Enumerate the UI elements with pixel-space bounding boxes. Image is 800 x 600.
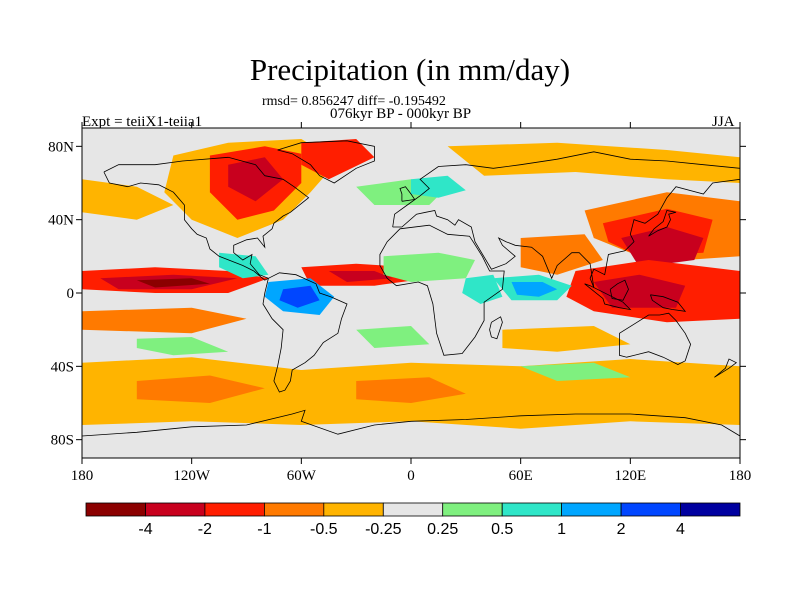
colorbar-label: -1: [257, 521, 271, 538]
colorbar-swatch: [204, 502, 265, 517]
uk-coast: [399, 186, 416, 202]
madagascar-coast: [489, 316, 503, 340]
eurasia-coast: [392, 151, 740, 288]
y-tick-label: 0: [67, 286, 75, 302]
central-america-wet: [219, 252, 269, 279]
north-pacific-band: [82, 179, 174, 220]
y-tick-label: 40N: [48, 213, 74, 229]
colorbar-label: 0.5: [491, 521, 513, 538]
colorbar-label: -0.5: [310, 521, 338, 538]
coastlines: [82, 140, 740, 437]
indian-ocean-south: [502, 326, 631, 352]
south-pacific-wet: [136, 337, 229, 356]
tropical-atlantic-core: [328, 271, 393, 282]
new-guinea-coast: [650, 294, 687, 312]
new-zealand-coast: [714, 358, 738, 378]
colorbar-swatch: [323, 502, 384, 517]
colorbar-swatch: [85, 502, 146, 517]
greenland-coast: [277, 140, 375, 184]
x-tick-label: 180: [729, 468, 752, 484]
x-tick-label: 120E: [614, 468, 646, 484]
figure-title: Precipitation (in mm/day): [249, 52, 571, 87]
borneo-coast: [609, 279, 629, 301]
southern-indian-wet: [520, 362, 631, 381]
y-tick-label: 80N: [48, 139, 74, 155]
colorbar-swatch: [382, 502, 444, 517]
y-tick-label: 40S: [51, 359, 74, 375]
south-pacific-band: [82, 307, 247, 334]
south-asia-drying: [520, 234, 603, 275]
south-america-coast: [262, 272, 348, 393]
colorbar-swatch: [620, 502, 681, 517]
antarctica-coast: [82, 409, 740, 437]
season-label: JJA: [712, 114, 735, 130]
x-tick-label: 60W: [287, 468, 317, 484]
south-atlantic-wet: [356, 326, 430, 348]
x-tick-label: 180: [71, 468, 94, 484]
stats-line: rmsd= 0.856247 diff= -0.195492: [262, 94, 446, 109]
indonesia-coast: [584, 283, 632, 311]
japan-coast: [648, 210, 677, 237]
x-tick-label: 120W: [173, 468, 211, 484]
north-america-coast: [103, 156, 310, 281]
experiment-label: Expt = teiiX1-teiia1: [82, 114, 203, 130]
indian-ocean-core: [511, 282, 558, 297]
colorbar-swatch: [561, 502, 622, 517]
map-axes: 80N 40N 0 40S 80S 180 120W 60W 0 60E 120E 180: [48, 122, 751, 484]
colorbar-label: -0.25: [365, 521, 402, 538]
anomaly-fields: [82, 139, 740, 429]
colorbar-swatch: [263, 502, 325, 517]
x-tick-label: 60E: [509, 468, 533, 484]
sahel-wet: [383, 252, 475, 282]
colorbar-swatch: [501, 502, 563, 517]
south-atlantic-patch: [356, 377, 466, 403]
southern-ocean-inner: [136, 375, 265, 403]
colorbar-label: 1: [557, 521, 566, 538]
colorbar-swatch: [680, 502, 741, 517]
colorbar-swatch: [442, 502, 503, 517]
amazon-core: [279, 285, 320, 308]
colorbar-label: -2: [198, 521, 212, 538]
colorbar-swatch: [145, 502, 206, 517]
x-tick-label: 0: [407, 468, 415, 484]
australia-coast: [619, 312, 692, 365]
north-america-deep: [228, 157, 284, 202]
east-pacific-deep: [136, 278, 210, 288]
colorbar: -4 -2 -1 -0.5 -0.25 0.25 0.5 1 2 4: [85, 502, 741, 538]
y-tick-label: 80S: [51, 433, 74, 449]
colorbar-label: 0.25: [427, 521, 458, 538]
west-pacific-core: [621, 227, 704, 268]
colorbar-label: 4: [676, 521, 685, 538]
greenland-patch: [301, 139, 375, 180]
colorbar-label: 2: [617, 521, 626, 538]
colorbar-label: -4: [138, 521, 152, 538]
period-line: 076kyr BP - 000kyr BP: [330, 106, 472, 122]
africa-coast: [379, 224, 505, 356]
eurasia-north-drying: [447, 142, 740, 183]
